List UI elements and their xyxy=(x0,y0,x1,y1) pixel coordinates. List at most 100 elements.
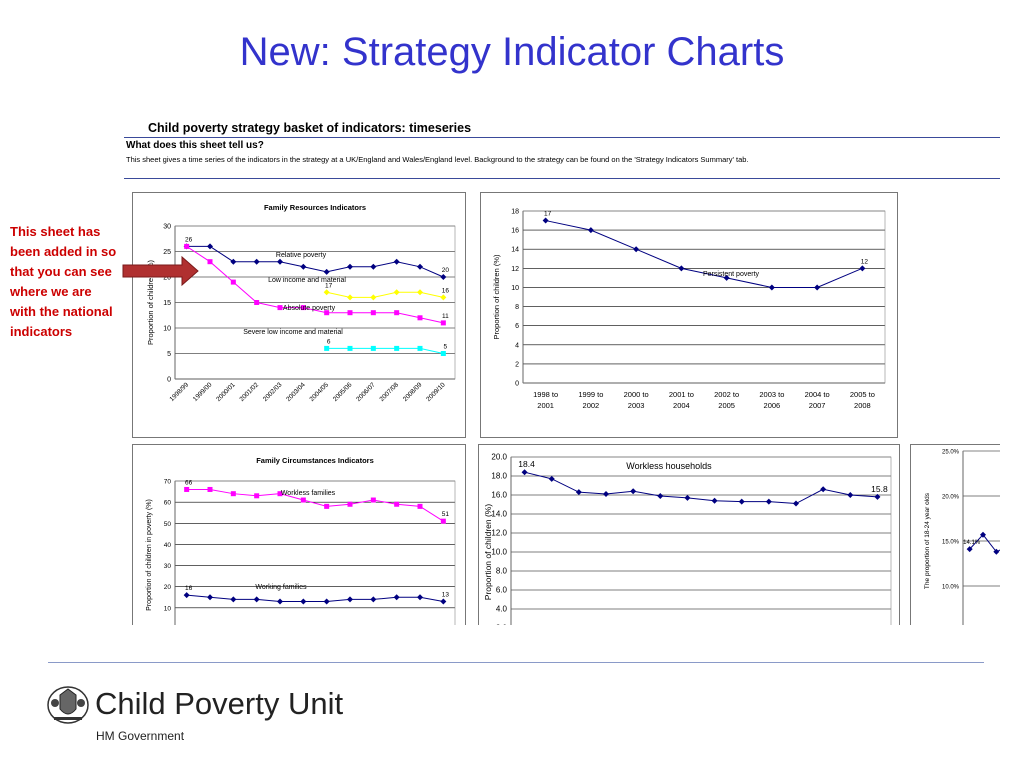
header-divider xyxy=(124,137,1000,138)
series-line xyxy=(545,220,863,288)
y-tick-label: 16 xyxy=(511,228,519,235)
data-point xyxy=(738,498,745,505)
x-tick-label: 2007 xyxy=(809,401,826,410)
series-name-label: Absolute poverty xyxy=(283,305,336,312)
y-tick-label: 10 xyxy=(163,326,171,333)
data-point xyxy=(440,598,447,605)
data-point xyxy=(230,596,237,603)
data-point xyxy=(440,351,446,356)
data-point xyxy=(183,592,190,599)
data-point xyxy=(370,345,376,351)
y-tick-label: 8 xyxy=(515,304,519,311)
x-tick-label: 1999/00 xyxy=(192,381,214,403)
y-tick-label: 20 xyxy=(163,275,171,282)
data-point xyxy=(300,305,306,311)
callout-text: This sheet has been added in so that you… xyxy=(10,224,117,339)
data-point xyxy=(254,300,260,305)
data-point xyxy=(874,493,881,500)
y-tick-label: 8.0 xyxy=(496,567,508,576)
data-label: 16 xyxy=(185,585,193,592)
data-point xyxy=(394,501,400,507)
data-point xyxy=(370,294,377,301)
chart-title: Family Circumstances Indicators xyxy=(256,456,374,465)
series-line xyxy=(186,488,444,522)
footer-divider xyxy=(48,662,984,663)
y-tick-label: 20.0% xyxy=(942,495,960,501)
brand-subtitle: HM Government xyxy=(96,729,185,743)
data-point xyxy=(324,503,330,509)
data-point xyxy=(254,493,260,499)
series-line xyxy=(524,471,878,505)
data-point xyxy=(347,596,353,603)
data-point xyxy=(820,486,827,493)
plot-area xyxy=(962,450,1000,625)
data-label: 13 xyxy=(442,592,450,599)
data-point xyxy=(277,305,283,311)
data-point xyxy=(324,310,330,316)
data-point xyxy=(347,310,353,316)
data-point xyxy=(768,284,775,291)
data-point xyxy=(548,475,555,482)
y-tick-label: 18.0 xyxy=(491,472,507,481)
y-tick-label: 25.0% xyxy=(942,450,960,456)
data-point xyxy=(324,345,330,351)
18-24-chart: 5.0%10.0%15.0%20.0%25.0%The proportion o… xyxy=(924,450,1000,625)
x-tick-label: 2006 xyxy=(764,401,781,410)
y-axis-label: The proportion of 18-24 year olds xyxy=(924,492,931,589)
data-point xyxy=(587,227,594,234)
data-point xyxy=(417,315,423,321)
data-point xyxy=(207,486,213,492)
data-point xyxy=(277,598,283,605)
data-point xyxy=(521,469,528,476)
data-point xyxy=(814,284,821,291)
data-point xyxy=(207,243,213,250)
x-tick-label: 2009/10 xyxy=(425,381,447,403)
data-point xyxy=(370,596,377,603)
series-name-label: Persistent poverty xyxy=(703,271,760,278)
series-line xyxy=(326,347,444,354)
data-point xyxy=(603,491,609,498)
description-divider xyxy=(124,178,1000,179)
y-tick-label: 2.0 xyxy=(496,624,508,626)
data-point xyxy=(323,289,330,296)
y-tick-label: 10.0 xyxy=(491,548,507,557)
data-point xyxy=(575,489,582,496)
x-tick-label: 2003 to xyxy=(759,390,784,399)
data-point xyxy=(993,548,1000,555)
data-point xyxy=(370,263,377,270)
data-point xyxy=(230,258,237,265)
data-label: 20 xyxy=(442,267,450,274)
data-point xyxy=(300,598,307,605)
x-tick-label: 2008/09 xyxy=(402,381,424,403)
x-tick-label: 1998 to xyxy=(533,390,558,399)
data-label: 6 xyxy=(327,338,331,345)
chart-panel-persistent-poverty: 0 2 4 6 8 10 12 14 16 18 Proportion of children (%… xyxy=(480,192,898,438)
persistent-poverty-chart: 0 2 4 6 8 10 12 14 16 18 Proportion of children (%… xyxy=(492,209,886,410)
data-point xyxy=(394,310,400,316)
x-tick-label: 2008 xyxy=(854,401,871,410)
x-tick-label: 2005 to xyxy=(850,390,875,399)
data-point xyxy=(630,488,637,495)
x-tick-label: 2005/06 xyxy=(332,381,354,403)
y-tick-label: 12.0 xyxy=(491,529,507,538)
series-name-label: Relative poverty xyxy=(276,252,327,259)
y-axis-label: Proportion of children (%) xyxy=(483,504,493,601)
x-tick-label: 2002 xyxy=(583,401,600,410)
data-label: 26 xyxy=(185,236,193,243)
data-point xyxy=(859,265,866,272)
data-label: 11 xyxy=(442,313,449,320)
y-tick-label: 15.0% xyxy=(942,540,960,546)
slide-title: New: Strategy Indicator Charts xyxy=(239,30,785,74)
sheet-header: Child poverty strategy basket of indicat… xyxy=(148,121,472,135)
plot-area xyxy=(510,456,892,625)
y-tick-label: 6 xyxy=(515,323,519,330)
data-point xyxy=(184,486,190,492)
chart-panel-family-resources: Family Resources Indicators 0 5 10 15 20 25 30 P… xyxy=(132,192,466,438)
data-label: 51 xyxy=(442,511,450,518)
x-tick-label: 1998/99 xyxy=(169,381,191,403)
chart-title: Family Resources Indicators xyxy=(264,203,366,212)
y-tick-label: 10 xyxy=(164,605,172,612)
series-name-label: Severe low income and material xyxy=(243,329,343,336)
data-label: 17 xyxy=(325,282,333,289)
data-point xyxy=(711,497,718,504)
